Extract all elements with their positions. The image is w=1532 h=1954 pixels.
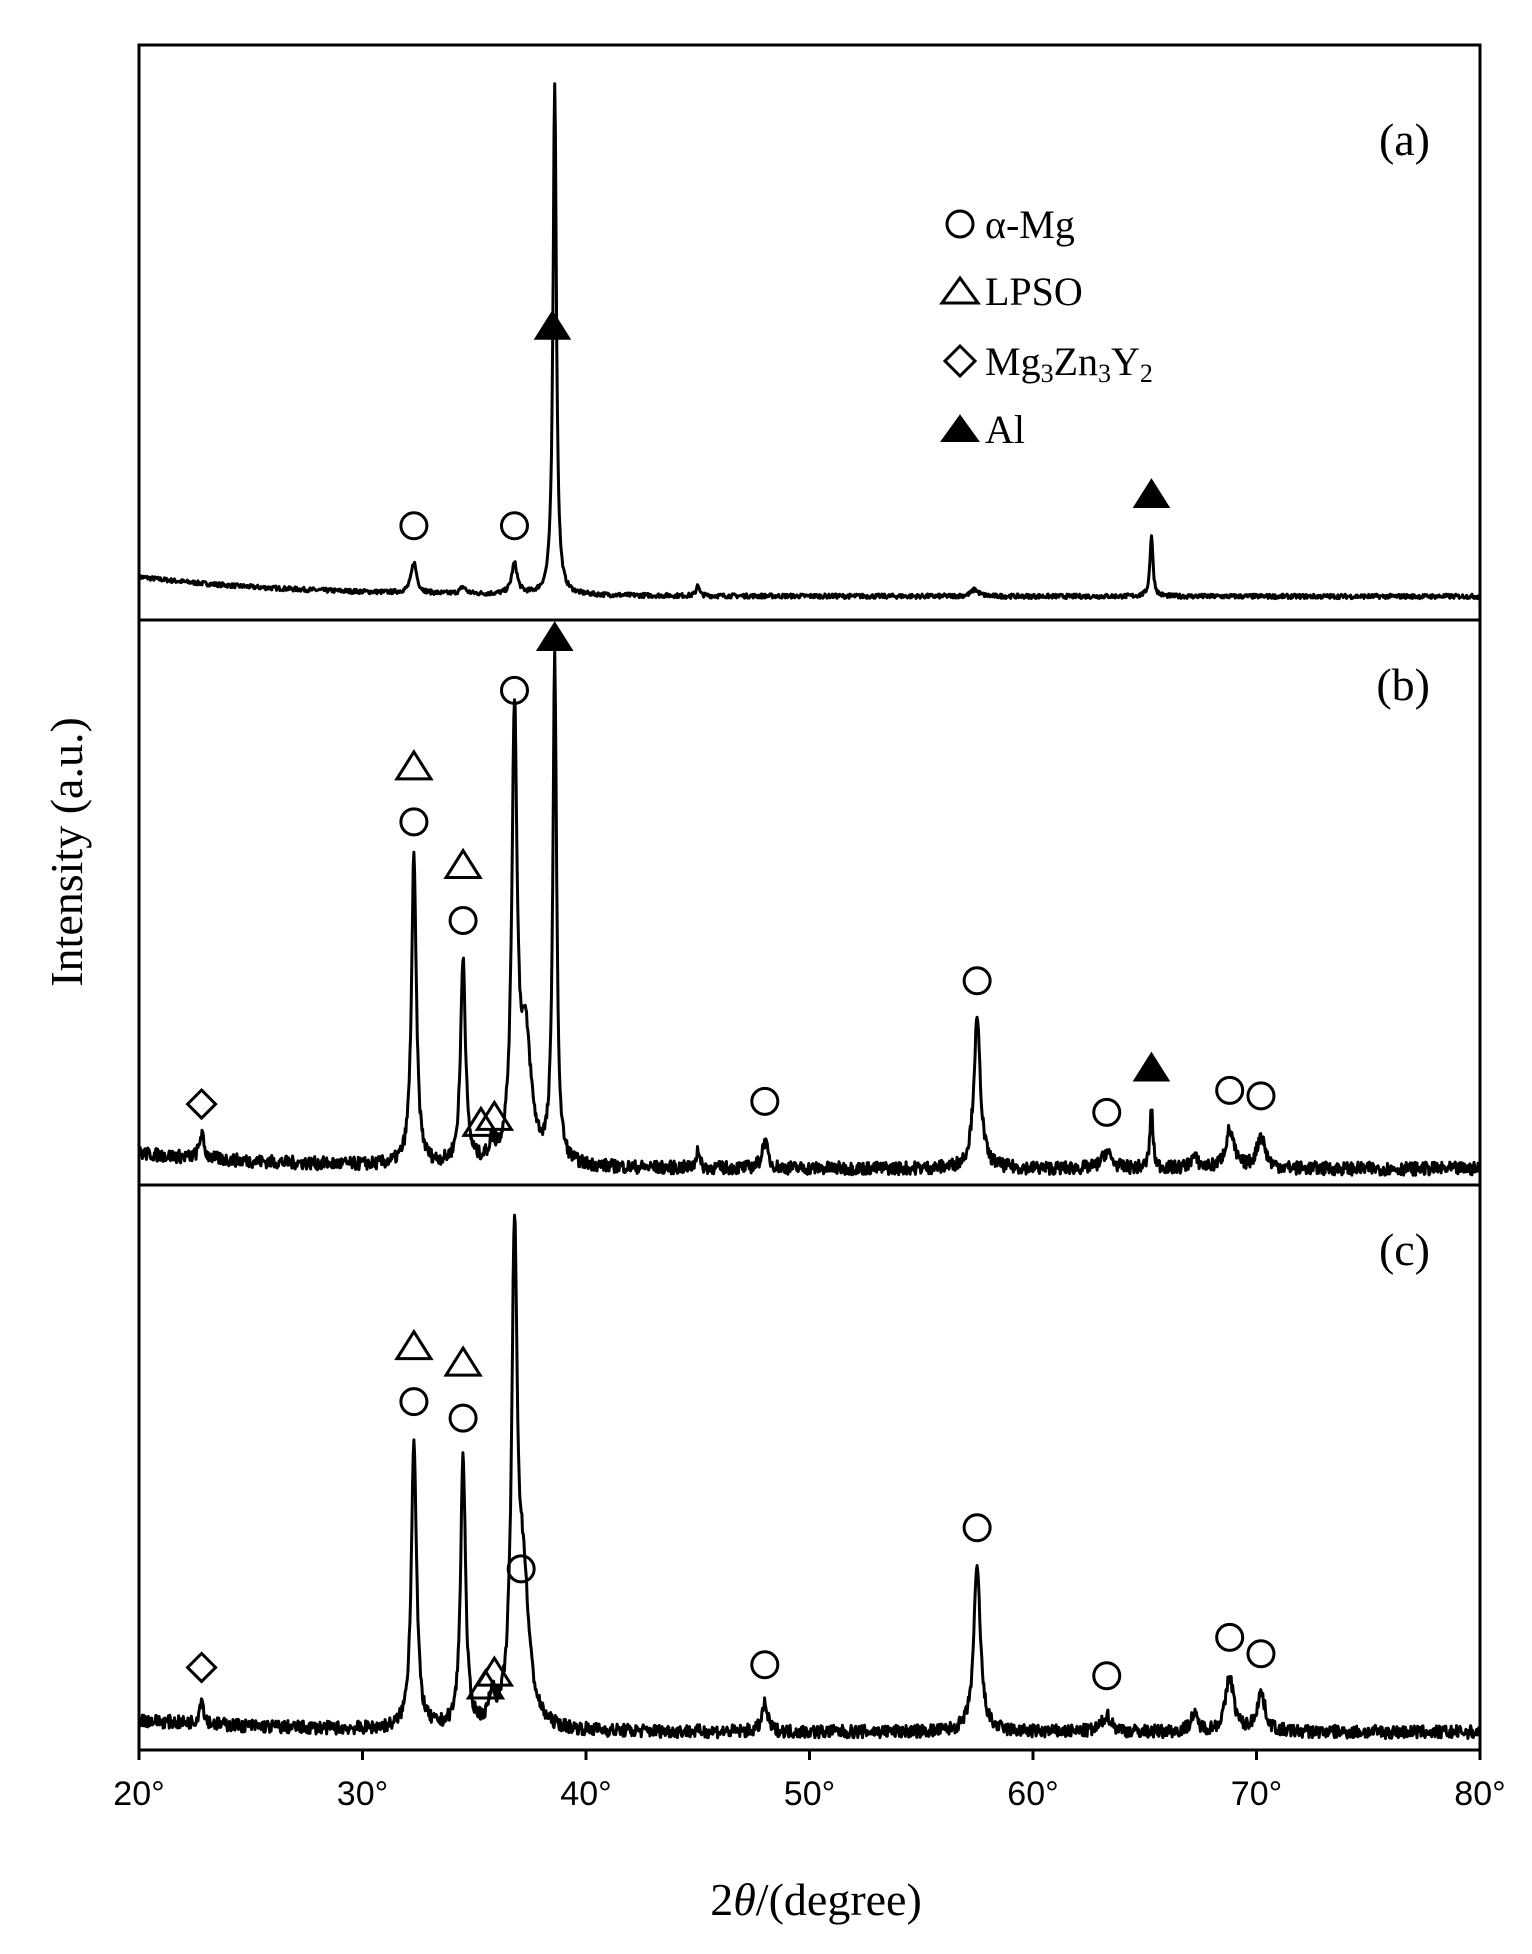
- legend-item-alpha-mg: α-Mg: [945, 202, 1075, 247]
- alpha-mg-marker-icon: [499, 675, 529, 705]
- alpha-mg-marker-icon: [1246, 1639, 1276, 1669]
- alpha-mg-marker-icon: [1215, 1622, 1245, 1652]
- alpha-mg-marker-icon: [399, 807, 429, 837]
- legend-label-al: Al: [985, 407, 1025, 452]
- alpha-mg-marker-icon: [962, 966, 992, 996]
- panel-c: (c): [137, 1183, 1482, 1752]
- alpha-mg-marker-icon: [962, 1513, 992, 1543]
- panel-label: (a): [1379, 114, 1430, 165]
- legend-diamond-icon: [942, 343, 978, 379]
- x-tick-label: 20°: [113, 1775, 164, 1813]
- al-marker-icon: [1132, 478, 1171, 509]
- alpha-mg-marker-icon: [1092, 1661, 1122, 1691]
- panel-a: (a): [137, 43, 1482, 622]
- alpha-mg-marker-icon: [399, 1387, 429, 1417]
- x-tick-labels: 20° 30° 40° 50° 60° 70° 80°: [113, 1750, 1506, 1813]
- x-tick-label: 50°: [784, 1775, 835, 1813]
- alpha-mg-marker-icon: [448, 906, 478, 936]
- alpha-mg-marker-icon: [1215, 1075, 1245, 1105]
- panel-label: (b): [1376, 659, 1430, 710]
- al-marker-icon: [1132, 1051, 1171, 1082]
- x-tick-label: 30°: [337, 1775, 388, 1813]
- alpha-mg-marker-icon: [1246, 1081, 1276, 1111]
- legend-triangle-icon: [939, 275, 981, 305]
- al-marker-icon: [533, 309, 572, 340]
- alpha-mg-marker-icon: [399, 511, 429, 541]
- legend-circle-icon: [945, 209, 975, 239]
- legend-item-lpso: LPSO: [939, 269, 1083, 314]
- alpha-mg-marker-icon: [448, 1403, 478, 1433]
- mg3zn3y2-marker-icon: [185, 1651, 218, 1684]
- alpha-mg-marker-icon: [750, 1086, 780, 1116]
- plot-frame: [137, 43, 1482, 622]
- panels: (a) (b) (c): [137, 43, 1482, 1752]
- x-tick-label: 60°: [1007, 1775, 1058, 1813]
- legend-label-lpso: LPSO: [985, 269, 1083, 314]
- x-tick-label: 40°: [560, 1775, 611, 1813]
- al-marker-icon: [535, 621, 574, 651]
- xrd-pattern-line: [137, 1213, 1481, 1740]
- alpha-mg-marker-icon: [506, 1554, 536, 1584]
- legend-label-alpha-mg: α-Mg: [985, 202, 1075, 247]
- y-axis-label: Intensity (a.u.): [41, 717, 92, 987]
- lpso-marker-icon: [443, 1345, 483, 1377]
- alpha-mg-marker-icon: [499, 511, 529, 541]
- panel-label: (c): [1379, 1224, 1430, 1275]
- legend-filled-triangle-icon: [940, 414, 980, 442]
- xrd-pattern-line: [137, 647, 1481, 1177]
- x-axis-label: 2θ/(degree): [710, 1874, 922, 1925]
- xrd-pattern-line: [137, 82, 1481, 601]
- panel-b: (b): [137, 618, 1482, 1187]
- legend-item-mg3zn3y2: Mg3Zn3Y2: [942, 339, 1153, 388]
- legend-item-al: Al: [940, 407, 1025, 452]
- alpha-mg-marker-icon: [1092, 1097, 1122, 1127]
- lpso-marker-icon: [394, 1328, 434, 1361]
- lpso-marker-icon: [394, 749, 434, 781]
- mg3zn3y2-marker-icon: [185, 1087, 218, 1121]
- lpso-marker-icon: [443, 847, 483, 880]
- x-tick-label: 80°: [1454, 1775, 1505, 1813]
- x-tick-label: 70°: [1231, 1775, 1282, 1813]
- lpso-marker-icon: [465, 1668, 506, 1700]
- legend: α-Mg LPSO Mg3Zn3Y2 Al: [939, 202, 1153, 452]
- plot-frame: [137, 1183, 1482, 1752]
- plot-frame: [137, 618, 1482, 1187]
- legend-label-mg3zn3y2: Mg3Zn3Y2: [985, 339, 1153, 388]
- alpha-mg-marker-icon: [750, 1650, 780, 1680]
- lpso-marker-icon: [461, 1105, 501, 1137]
